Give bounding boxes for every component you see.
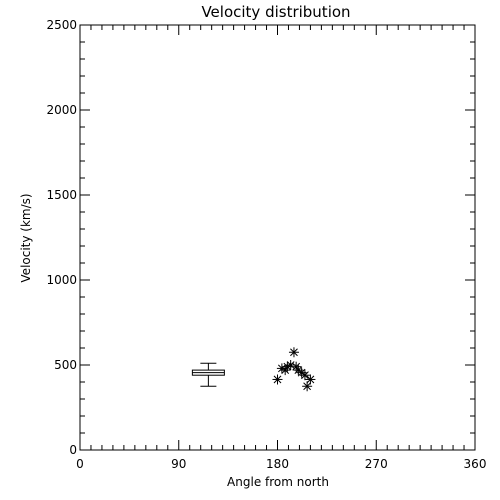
x-tick-label: 180 (266, 457, 289, 471)
y-tick-label: 0 (69, 443, 77, 457)
y-tick-label: 500 (54, 358, 77, 372)
plot-frame (79, 24, 476, 451)
y-tick-labels: 0 500 1000 1500 2000 2500 (46, 18, 77, 457)
x-axis-label: Angle from north (227, 475, 329, 489)
data-point (305, 374, 316, 385)
y-tick-label: 1500 (46, 188, 77, 202)
scatter-points (272, 347, 316, 392)
x-tick-label: 90 (171, 457, 186, 471)
x-tick-label: 0 (76, 457, 84, 471)
data-point (280, 365, 291, 376)
y-tick-label: 1000 (46, 273, 77, 287)
data-point (288, 347, 299, 358)
y-axis-label: Velocity (km/s) (19, 193, 33, 282)
x-tick-label: 360 (464, 457, 487, 471)
y-tick-label: 2000 (46, 103, 77, 117)
data-point (285, 360, 296, 370)
chart-title: Velocity distribution (201, 3, 350, 21)
axis-ticks (79, 24, 476, 451)
data-point (272, 374, 283, 385)
y-tick-label: 2500 (46, 18, 77, 32)
x-tick-labels: 0 90 180 270 360 (76, 457, 486, 471)
boxplot (191, 362, 225, 387)
data-point (299, 370, 310, 381)
x-tick-label: 270 (365, 457, 388, 471)
